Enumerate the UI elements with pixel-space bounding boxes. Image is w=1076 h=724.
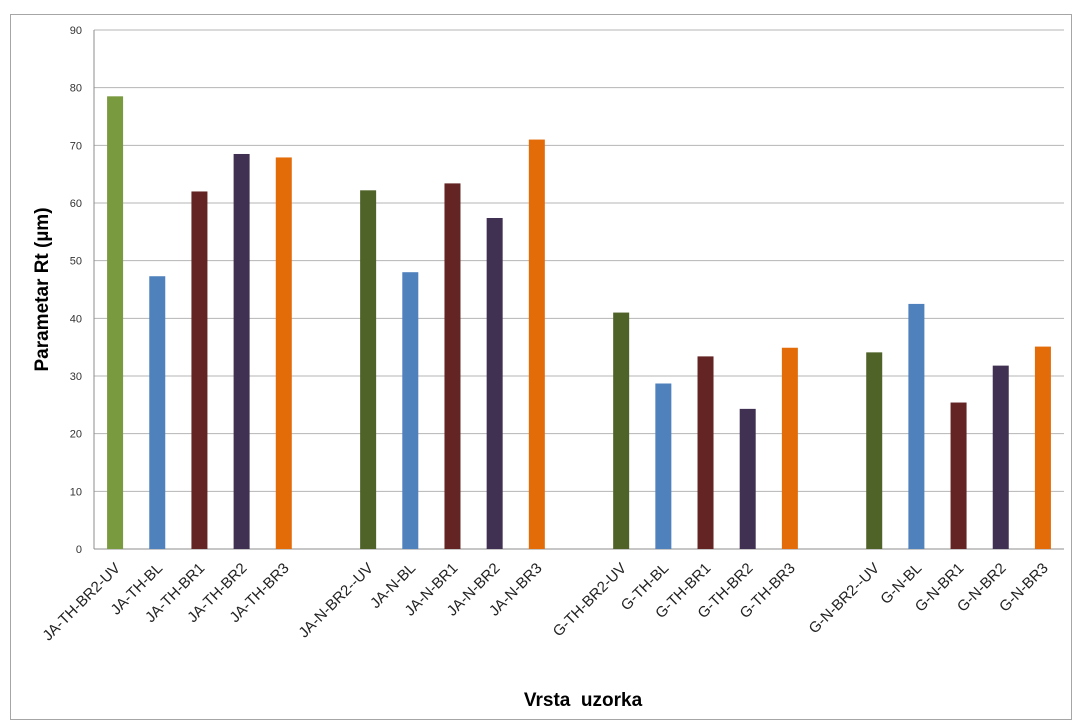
- bar: [950, 402, 967, 549]
- y-tick-label: 30: [70, 371, 82, 383]
- bar: [444, 183, 461, 550]
- bar: [275, 157, 292, 549]
- y-tick-label: 80: [70, 83, 82, 95]
- y-tick-label: 50: [70, 256, 82, 268]
- bar: [528, 139, 545, 550]
- bar: [781, 347, 798, 549]
- bar: [233, 153, 250, 549]
- bar: [992, 365, 1009, 549]
- x-tick-label: JA-N-BR2--UV: [295, 560, 377, 642]
- y-tick-label: 0: [76, 544, 82, 556]
- x-tick-label: G-N-BR2--UV: [806, 560, 883, 637]
- y-tick-label: 60: [70, 198, 82, 210]
- bar: [191, 191, 208, 549]
- bar: [149, 276, 166, 549]
- bar: [739, 408, 756, 549]
- x-axis-title: Vrsta uzorka: [524, 690, 643, 711]
- x-tick-label: G-TH-BR2-UV: [550, 560, 630, 640]
- bar: [866, 352, 883, 549]
- bar: [655, 383, 672, 549]
- bar: [697, 356, 714, 549]
- y-tick-label: 70: [70, 140, 82, 152]
- y-tick-label: 40: [70, 313, 82, 325]
- y-tick-label: 10: [70, 486, 82, 498]
- y-tick-label: 20: [70, 429, 82, 441]
- bar: [908, 303, 925, 549]
- bar: [613, 312, 630, 549]
- bar: [402, 272, 419, 549]
- y-tick-label: 90: [70, 25, 82, 37]
- bar: [486, 217, 503, 549]
- y-axis-title: Parametar Rt (µm): [32, 207, 53, 371]
- bar: [107, 96, 124, 550]
- bar: [1034, 346, 1051, 549]
- bar: [360, 190, 377, 549]
